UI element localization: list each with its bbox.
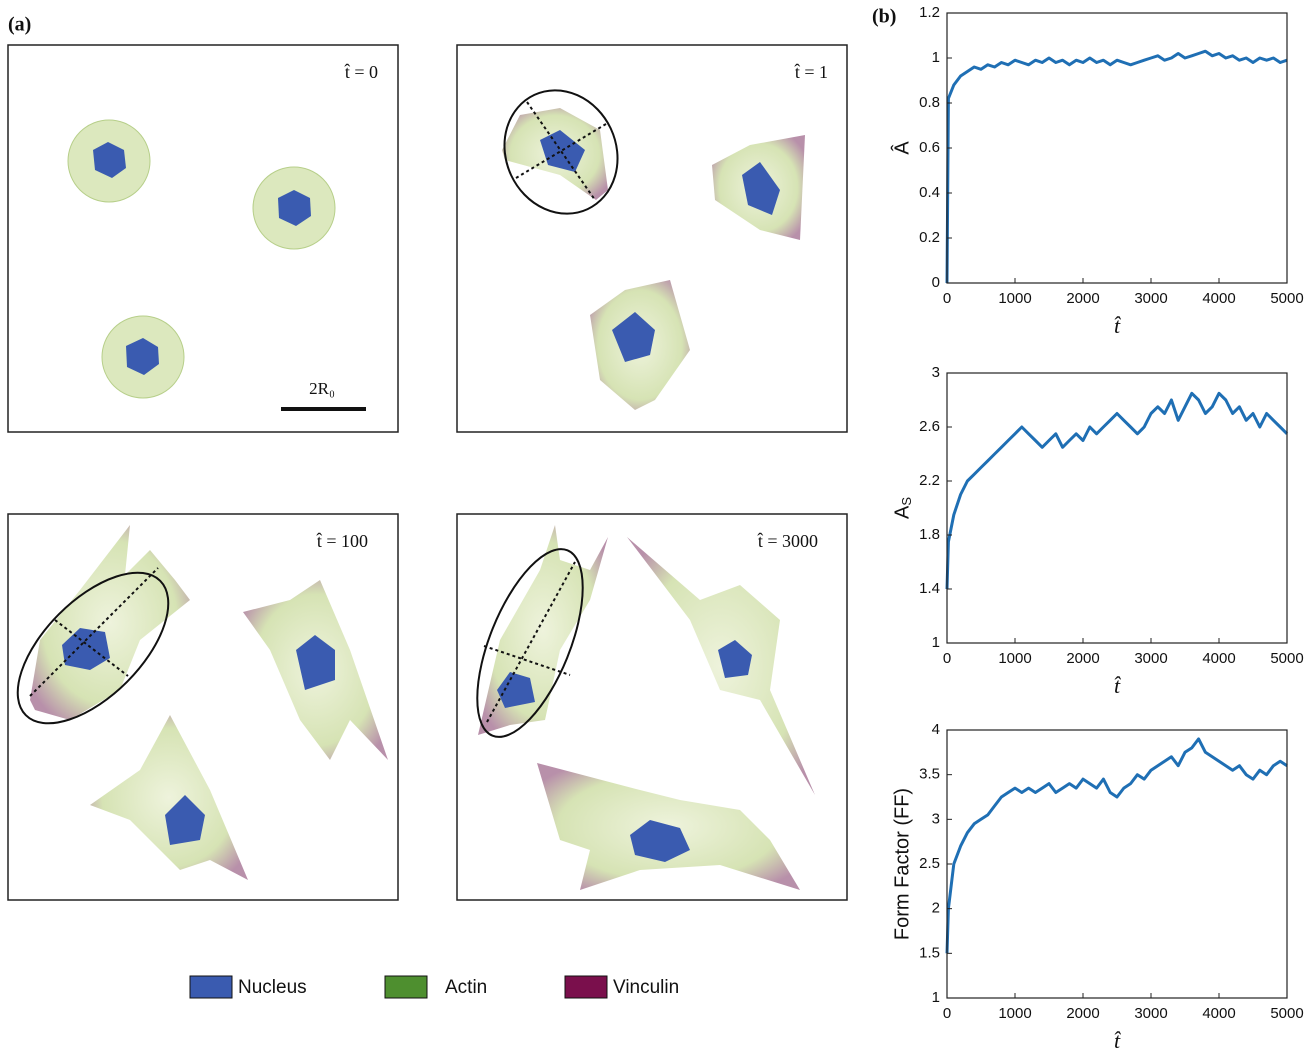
scale-bar-label: 2R₀ (309, 379, 335, 398)
legend-label: Vinculin (613, 977, 679, 998)
y-tick-label: 0.4 (919, 184, 940, 201)
cell-panel: t̂ = 100 (0, 514, 398, 900)
x-tick-label: 1000 (998, 1005, 1031, 1022)
y-axis-label: AS (891, 497, 914, 519)
y-tick-label: 3 (932, 364, 940, 381)
y-axis-label: Form Factor (FF) (891, 788, 913, 940)
legend: Nucleus Actin Vinculin (190, 976, 679, 998)
plot-frame (947, 13, 1287, 283)
y-tick-label: 1.8 (919, 526, 940, 543)
x-tick-label: 5000 (1270, 650, 1303, 667)
legend-label: Actin (445, 977, 487, 998)
x-tick-label: 1000 (998, 290, 1031, 307)
y-tick-label: 1.4 (919, 580, 940, 597)
x-tick-label: 4000 (1202, 290, 1235, 307)
y-tick-label: 3 (932, 810, 940, 827)
plot-frame (947, 730, 1287, 998)
x-axis-label: t̂ (1114, 313, 1122, 338)
y-tick-label: 2.6 (919, 418, 940, 435)
x-tick-label: 2000 (1066, 650, 1099, 667)
y-tick-label: 4 (932, 721, 940, 738)
data-line (947, 739, 1287, 953)
x-tick-label: 0 (943, 650, 951, 667)
time-label: t̂ = 100 (316, 531, 368, 551)
page: { "panel_labels": ["(a)", "(b)"], "cells… (0, 0, 1309, 1056)
legend-label: Nucleus (238, 977, 307, 998)
y-tick-label: 1 (932, 49, 940, 66)
x-tick-label: 4000 (1202, 650, 1235, 667)
cell-panel: 2R₀ t̂ = 0 (8, 45, 398, 432)
y-tick-label: 1.2 (919, 4, 940, 21)
panel-label: (b) (872, 6, 896, 28)
legend-swatch (190, 976, 232, 998)
cell-panel: t̂ = 3000 (455, 514, 847, 900)
y-tick-label: 2.5 (919, 855, 940, 872)
x-tick-label: 0 (943, 1005, 951, 1022)
y-tick-label: 0 (932, 274, 940, 291)
x-tick-label: 1000 (998, 650, 1031, 667)
time-label: t̂ = 1 (794, 62, 828, 82)
x-tick-label: 5000 (1270, 1005, 1303, 1022)
data-line (947, 51, 1287, 283)
time-label: t̂ = 3000 (757, 531, 818, 551)
legend-swatch (385, 976, 427, 998)
y-tick-label: 0.2 (919, 229, 940, 246)
y-tick-label: 3.5 (919, 766, 940, 783)
y-tick-label: 2.2 (919, 472, 940, 489)
legend-swatch (565, 976, 607, 998)
charts: 0 1000 2000 3000 4000 5000 0 0.2 0.4 0.6 0.8 1 1.2 t̂… (890, 4, 1303, 1053)
y-axis-label-subscript: S (899, 497, 914, 506)
y-tick-label: 1 (932, 989, 940, 1006)
figure: (a) (b) 2R₀ t̂ = 0 t̂ = 1 (0, 0, 1309, 1056)
y-tick-label: 0.8 (919, 94, 940, 111)
y-axis-label: Â (890, 141, 913, 155)
x-tick-label: 3000 (1134, 290, 1167, 307)
y-tick-label: 0.6 (919, 139, 940, 156)
y-tick-label: 1.5 (919, 944, 940, 961)
x-axis-label: t̂ (1114, 1028, 1122, 1053)
x-axis-label: t̂ (1114, 673, 1122, 698)
time-label: t̂ = 0 (344, 62, 378, 82)
x-tick-label: 2000 (1066, 1005, 1099, 1022)
x-tick-label: 5000 (1270, 290, 1303, 307)
x-tick-label: 3000 (1134, 650, 1167, 667)
x-tick-label: 0 (943, 290, 951, 307)
x-tick-label: 2000 (1066, 290, 1099, 307)
panel-label: (a) (8, 14, 31, 36)
y-tick-label: 2 (932, 900, 940, 917)
y-tick-label: 1 (932, 634, 940, 651)
data-line (947, 393, 1287, 589)
cell-panel: t̂ = 1 (457, 45, 847, 432)
x-tick-label: 3000 (1134, 1005, 1167, 1022)
x-tick-label: 4000 (1202, 1005, 1235, 1022)
